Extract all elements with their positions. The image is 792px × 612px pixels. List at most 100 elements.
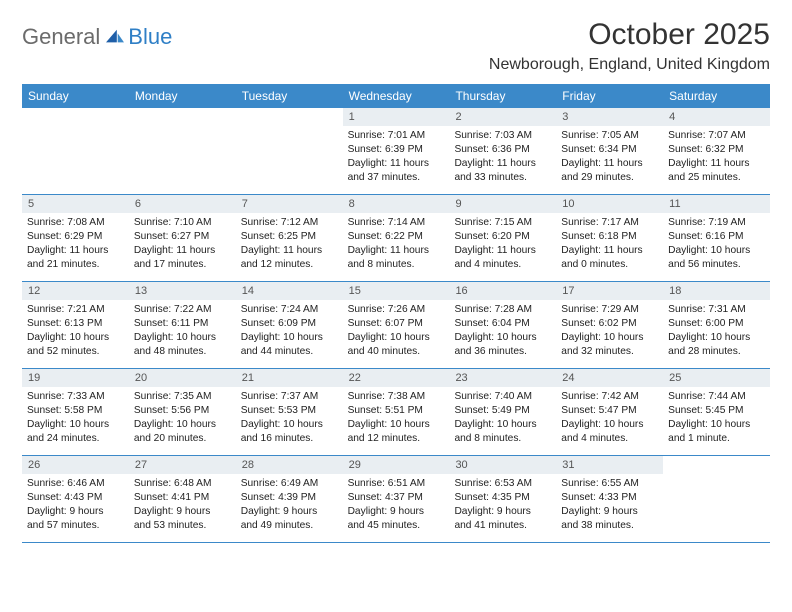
day-cell: 9Sunrise: 7:15 AMSunset: 6:20 PMDaylight… [449,195,556,281]
day-cell: 6 Sunrise: 7:10 AMSunset: 6:27 PMDaylight… [129,195,236,281]
day-info-day1: Daylight: 10 hours [348,418,445,431]
day-number: 8 [343,195,450,213]
day-info-day2: and 1 minute. [668,432,765,445]
day-info-day2: and 16 minutes. [241,432,338,445]
day-info-sunrise: Sunrise: 7:14 AM [348,216,445,229]
day-cell: 5Sunrise: 7:08 AMSunset: 6:29 PMDaylight… [22,195,129,281]
weeks-container: 1Sunrise: 7:01 AMSunset: 6:39 PMDaylight… [22,108,770,543]
day-number: 30 [449,456,556,474]
day-cell: 29Sunrise: 6:51 AMSunset: 4:37 PMDayligh… [343,456,450,542]
day-number: 4 [663,108,770,126]
day-info-day2: and 53 minutes. [134,519,231,532]
day-number: 5 [22,195,129,213]
day-cell [22,108,129,194]
day-cell: 22Sunrise: 7:38 AMSunset: 5:51 PMDayligh… [343,369,450,455]
day-info-sunrise: Sunrise: 7:01 AM [348,129,445,142]
day-number: 20 [129,369,236,387]
day-info-day1: Daylight: 11 hours [348,157,445,170]
day-info-sunrise: Sunrise: 6:51 AM [348,477,445,490]
day-number: 12 [22,282,129,300]
day-info-sunrise: Sunrise: 7:21 AM [27,303,124,316]
day-info-day2: and 8 minutes. [348,258,445,271]
day-info-sunset: Sunset: 6:29 PM [27,230,124,243]
day-info-day2: and 4 minutes. [561,432,658,445]
day-info-day1: Daylight: 11 hours [561,157,658,170]
day-number: 15 [343,282,450,300]
day-info-day1: Daylight: 9 hours [348,505,445,518]
day-number: 11 [663,195,770,213]
day-info-day2: and 28 minutes. [668,345,765,358]
day-info-day2: and 29 minutes. [561,171,658,184]
day-info-day1: Daylight: 10 hours [348,331,445,344]
day-cell: 25Sunrise: 7:44 AMSunset: 5:45 PMDayligh… [663,369,770,455]
day-info-sunset: Sunset: 6:22 PM [348,230,445,243]
day-number: 1 [343,108,450,126]
day-info-day1: Daylight: 10 hours [454,418,551,431]
day-number: 28 [236,456,343,474]
day-info-day1: Daylight: 9 hours [454,505,551,518]
day-info-sunrise: Sunrise: 7:42 AM [561,390,658,403]
day-info-day2: and 20 minutes. [134,432,231,445]
day-number: 6 [129,195,236,213]
day-info-day2: and 52 minutes. [27,345,124,358]
day-info-day1: Daylight: 10 hours [561,418,658,431]
dow-cell: Saturday [663,84,770,108]
day-info-day1: Daylight: 10 hours [454,331,551,344]
day-info-sunset: Sunset: 6:27 PM [134,230,231,243]
day-info-day2: and 38 minutes. [561,519,658,532]
day-info-sunrise: Sunrise: 7:22 AM [134,303,231,316]
day-cell [663,456,770,542]
dow-cell: Tuesday [236,84,343,108]
dow-cell: Sunday [22,84,129,108]
day-info-sunrise: Sunrise: 7:10 AM [134,216,231,229]
day-cell: 20Sunrise: 7:35 AMSunset: 5:56 PMDayligh… [129,369,236,455]
day-info-sunset: Sunset: 6:07 PM [348,317,445,330]
day-info-sunrise: Sunrise: 7:29 AM [561,303,658,316]
day-info-sunrise: Sunrise: 7:05 AM [561,129,658,142]
day-number: 19 [22,369,129,387]
day-info-sunrise: Sunrise: 7:28 AM [454,303,551,316]
day-info-day1: Daylight: 11 hours [348,244,445,257]
day-cell: 28Sunrise: 6:49 AMSunset: 4:39 PMDayligh… [236,456,343,542]
week-row: 26Sunrise: 6:46 AMSunset: 4:43 PMDayligh… [22,456,770,543]
day-number: 26 [22,456,129,474]
day-info-day1: Daylight: 11 hours [134,244,231,257]
dow-cell: Monday [129,84,236,108]
day-info-day1: Daylight: 10 hours [134,418,231,431]
day-info-day2: and 32 minutes. [561,345,658,358]
day-info-day2: and 57 minutes. [27,519,124,532]
day-info-sunset: Sunset: 6:11 PM [134,317,231,330]
day-info-sunrise: Sunrise: 7:26 AM [348,303,445,316]
day-info-sunset: Sunset: 6:13 PM [27,317,124,330]
calendar: SundayMondayTuesdayWednesdayThursdayFrid… [22,84,770,543]
day-cell: 19Sunrise: 7:33 AMSunset: 5:58 PMDayligh… [22,369,129,455]
day-info-sunrise: Sunrise: 6:53 AM [454,477,551,490]
day-info-sunrise: Sunrise: 7:31 AM [668,303,765,316]
title-block: October 2025 Newborough, England, United… [489,18,770,74]
day-info-sunset: Sunset: 4:43 PM [27,491,124,504]
day-info-day1: Daylight: 10 hours [241,331,338,344]
day-info-sunset: Sunset: 4:37 PM [348,491,445,504]
logo-sail-icon [104,28,126,46]
day-cell: 23Sunrise: 7:40 AMSunset: 5:49 PMDayligh… [449,369,556,455]
day-info-sunrise: Sunrise: 7:08 AM [27,216,124,229]
day-info-day1: Daylight: 10 hours [27,331,124,344]
day-info-day2: and 21 minutes. [27,258,124,271]
day-cell [129,108,236,194]
day-of-week-header: SundayMondayTuesdayWednesdayThursdayFrid… [22,84,770,108]
day-info-sunset: Sunset: 6:20 PM [454,230,551,243]
day-info-sunrise: Sunrise: 7:12 AM [241,216,338,229]
day-info-day2: and 17 minutes. [134,258,231,271]
day-info-sunrise: Sunrise: 6:55 AM [561,477,658,490]
day-info-day1: Daylight: 11 hours [241,244,338,257]
day-info-day2: and 0 minutes. [561,258,658,271]
day-info-day2: and 56 minutes. [668,258,765,271]
day-info-day2: and 37 minutes. [348,171,445,184]
day-number: 9 [449,195,556,213]
day-cell: 8 Sunrise: 7:14 AMSunset: 6:22 PMDaylight… [343,195,450,281]
day-cell [236,108,343,194]
day-info-sunrise: Sunrise: 7:33 AM [27,390,124,403]
day-info-day1: Daylight: 10 hours [241,418,338,431]
header: General Blue October 2025 Newborough, En… [22,18,770,74]
week-row: 12Sunrise: 7:21 AMSunset: 6:13 PMDayligh… [22,282,770,369]
